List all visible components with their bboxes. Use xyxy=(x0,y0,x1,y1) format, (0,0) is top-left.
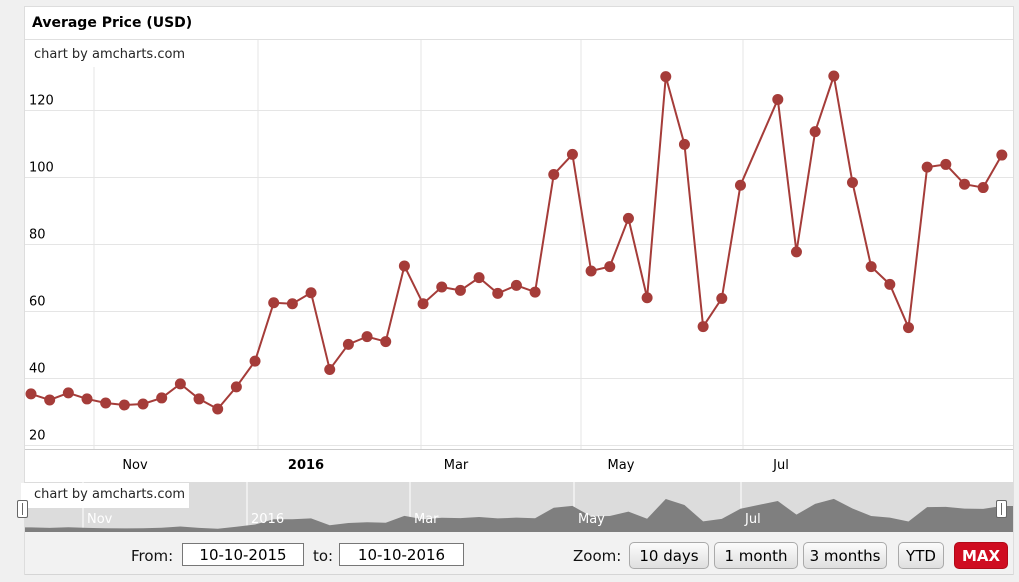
zoom-label: Zoom: xyxy=(573,547,622,565)
data-point[interactable] xyxy=(660,71,672,83)
data-point[interactable] xyxy=(865,261,877,273)
from-label: From: xyxy=(131,547,174,565)
data-point[interactable] xyxy=(697,321,709,333)
data-point[interactable] xyxy=(62,387,74,399)
data-point[interactable] xyxy=(641,292,653,304)
y-axis-tick-label: 120 xyxy=(29,94,54,109)
data-point[interactable] xyxy=(193,393,205,405)
zoom-3-months-button[interactable]: 3 months xyxy=(803,542,887,569)
data-point[interactable] xyxy=(846,177,858,189)
data-point[interactable] xyxy=(996,149,1008,161)
data-point[interactable] xyxy=(286,298,298,310)
data-point[interactable] xyxy=(436,281,448,293)
scrollbar-left-drag-handle-icon[interactable] xyxy=(17,500,28,518)
scrollbar-label-mar: Mar xyxy=(414,512,439,527)
from-date-input[interactable] xyxy=(182,543,304,566)
scrollbar-label-2016: 2016 xyxy=(251,512,285,527)
price-chart-widget: Average Price (USD) 20 40 60 80 100 120 chart… xyxy=(17,6,1014,575)
chart-title: Average Price (USD) xyxy=(32,15,193,31)
y-axis-tick-label: 80 xyxy=(29,228,46,243)
data-point[interactable] xyxy=(585,265,597,277)
data-point[interactable] xyxy=(790,246,802,258)
data-point[interactable] xyxy=(417,298,429,310)
y-axis-tick-label: 40 xyxy=(29,362,46,377)
to-label: to: xyxy=(313,547,334,565)
data-point[interactable] xyxy=(230,381,242,393)
y-axis-tick-label: 60 xyxy=(29,295,46,310)
data-point[interactable] xyxy=(454,284,466,296)
data-point[interactable] xyxy=(118,399,130,411)
data-point[interactable] xyxy=(902,322,914,334)
zoom-max-button[interactable]: MAX xyxy=(954,542,1008,569)
data-point[interactable] xyxy=(473,272,485,284)
data-point[interactable] xyxy=(398,260,410,272)
scrollbar-label-jul: Jul xyxy=(745,512,761,527)
period-controls: From: to: Zoom: 10 days 1 month 3 months… xyxy=(25,532,1013,575)
zoom-ytd-button[interactable]: YTD xyxy=(898,542,944,569)
data-point[interactable] xyxy=(174,378,186,390)
y-axis-tick-label: 100 xyxy=(29,161,54,176)
amcharts-credit-link[interactable]: chart by amcharts.com xyxy=(25,40,206,67)
data-point[interactable] xyxy=(305,287,317,299)
x-axis-label-mar: Mar xyxy=(443,458,469,473)
data-point[interactable] xyxy=(772,93,784,105)
zoom-1-month-button[interactable]: 1 month xyxy=(714,542,798,569)
data-point[interactable] xyxy=(156,392,168,404)
data-point[interactable] xyxy=(977,182,989,194)
data-point[interactable] xyxy=(604,261,616,273)
data-point[interactable] xyxy=(380,336,392,348)
data-point[interactable] xyxy=(25,388,37,400)
data-point[interactable] xyxy=(566,148,578,160)
data-point[interactable] xyxy=(492,287,504,299)
price-line-chart[interactable]: 20 40 60 80 100 120 xyxy=(25,40,1013,449)
chart-title-bar: Average Price (USD) xyxy=(25,7,1013,40)
amcharts-credit-link-scrollbar[interactable]: chart by amcharts.com xyxy=(21,483,189,508)
data-point[interactable] xyxy=(622,212,634,224)
scrollbar-label-may: May xyxy=(578,512,605,527)
data-point[interactable] xyxy=(81,393,93,405)
data-point[interactable] xyxy=(828,70,840,82)
x-axis-label-may: May xyxy=(607,458,635,473)
data-point[interactable] xyxy=(959,178,970,190)
data-point[interactable] xyxy=(249,355,261,367)
scrollbar-area-graph xyxy=(25,498,1013,532)
data-point[interactable] xyxy=(361,331,373,343)
data-point[interactable] xyxy=(324,363,336,375)
data-point[interactable] xyxy=(342,338,354,350)
data-point[interactable] xyxy=(44,394,56,406)
data-point[interactable] xyxy=(921,161,933,173)
data-point[interactable] xyxy=(137,398,149,410)
data-point[interactable] xyxy=(809,126,821,138)
x-axis-label-2016: 2016 xyxy=(287,458,325,473)
scrollbar-label-nov: Nov xyxy=(87,512,113,527)
zoom-10-days-button[interactable]: 10 days xyxy=(629,542,709,569)
data-point[interactable] xyxy=(678,138,690,150)
data-point[interactable] xyxy=(510,279,522,291)
x-axis-labels: Nov 2016 Mar May Jul xyxy=(25,450,1013,482)
x-axis-label-jul: Jul xyxy=(773,458,789,473)
data-point[interactable] xyxy=(268,297,280,309)
chart-scrollbar[interactable]: Nov 2016 Mar May Jul chart by amcharts.c… xyxy=(17,482,1013,532)
data-point[interactable] xyxy=(716,292,728,304)
data-point[interactable] xyxy=(529,286,541,298)
scrollbar-right-drag-handle-icon[interactable] xyxy=(996,500,1007,518)
data-point[interactable] xyxy=(734,179,746,191)
plot-area[interactable]: 20 40 60 80 100 120 chart by amcharts.com xyxy=(25,40,1013,450)
y-axis-tick-label: 20 xyxy=(29,429,46,444)
to-date-input[interactable] xyxy=(339,543,464,566)
data-point[interactable] xyxy=(100,397,112,409)
data-point[interactable] xyxy=(212,403,224,415)
price-line xyxy=(30,75,1003,411)
data-point[interactable] xyxy=(940,158,952,170)
data-point[interactable] xyxy=(884,278,896,290)
x-axis-label-nov: Nov xyxy=(122,458,148,473)
data-point[interactable] xyxy=(548,168,560,180)
